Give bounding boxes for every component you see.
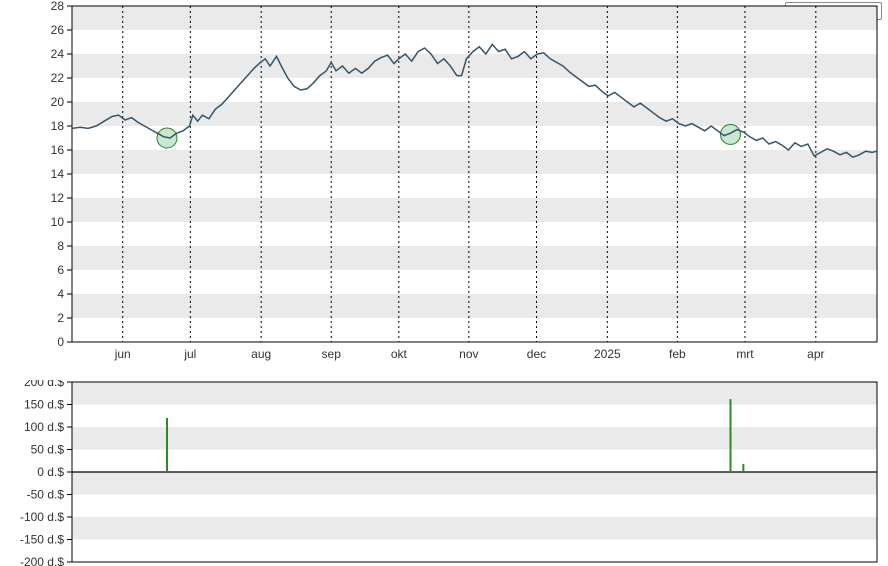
x-tick-label: jul [183,347,196,361]
y-tick-label: 28 [51,0,65,13]
y-tick-label: 20 [51,95,65,109]
x-tick-label: feb [669,347,686,361]
y-tick-label: 2 [57,311,64,325]
y-tick-label: 16 [51,143,65,157]
y-tick-label: 4 [57,287,64,301]
y-tick-label: 14 [51,167,65,181]
x-tick-label: sep [322,347,342,361]
vol-y-tick-label: -200 d.$ [20,555,64,566]
y-tick-label: 18 [51,119,65,133]
vol-y-tick-label: -50 d.$ [27,488,65,502]
x-tick-label: aug [251,347,271,361]
y-tick-label: 8 [57,239,64,253]
y-tick-label: 26 [51,23,65,37]
x-tick-label: nov [459,347,478,361]
x-tick-label: mrt [736,347,754,361]
x-tick-label: dec [527,347,546,361]
y-tick-label: 12 [51,191,65,205]
y-tick-label: 22 [51,71,65,85]
vol-y-tick-label: 100 d.$ [24,420,64,434]
volume-chart: -200 d.$ -150 d.$ -100 d.$ -50 d.$ 0 d.$ 50 d… [0,380,888,566]
vol-y-tick-label: 200 d.$ [24,380,64,389]
x-tick-label: okt [391,347,408,361]
y-tick-label: 10 [51,215,65,229]
price-chart: junjulaugsepoktnovdec2025febmrtapr024681… [0,0,888,372]
y-tick-label: 24 [51,47,65,61]
vol-y-tick-label: 50 d.$ [31,443,65,457]
vol-y-tick-label: 0 d.$ [37,465,64,479]
x-tick-label: jun [114,347,131,361]
vol-y-tick-label: 150 d.$ [24,398,64,412]
y-tick-label: 6 [57,263,64,277]
vol-y-tick-label: -100 d.$ [20,510,64,524]
vol-y-tick-label: -150 d.$ [20,533,64,547]
x-tick-label: 2025 [594,347,621,361]
x-tick-label: apr [807,347,824,361]
y-tick-label: 0 [57,335,64,349]
